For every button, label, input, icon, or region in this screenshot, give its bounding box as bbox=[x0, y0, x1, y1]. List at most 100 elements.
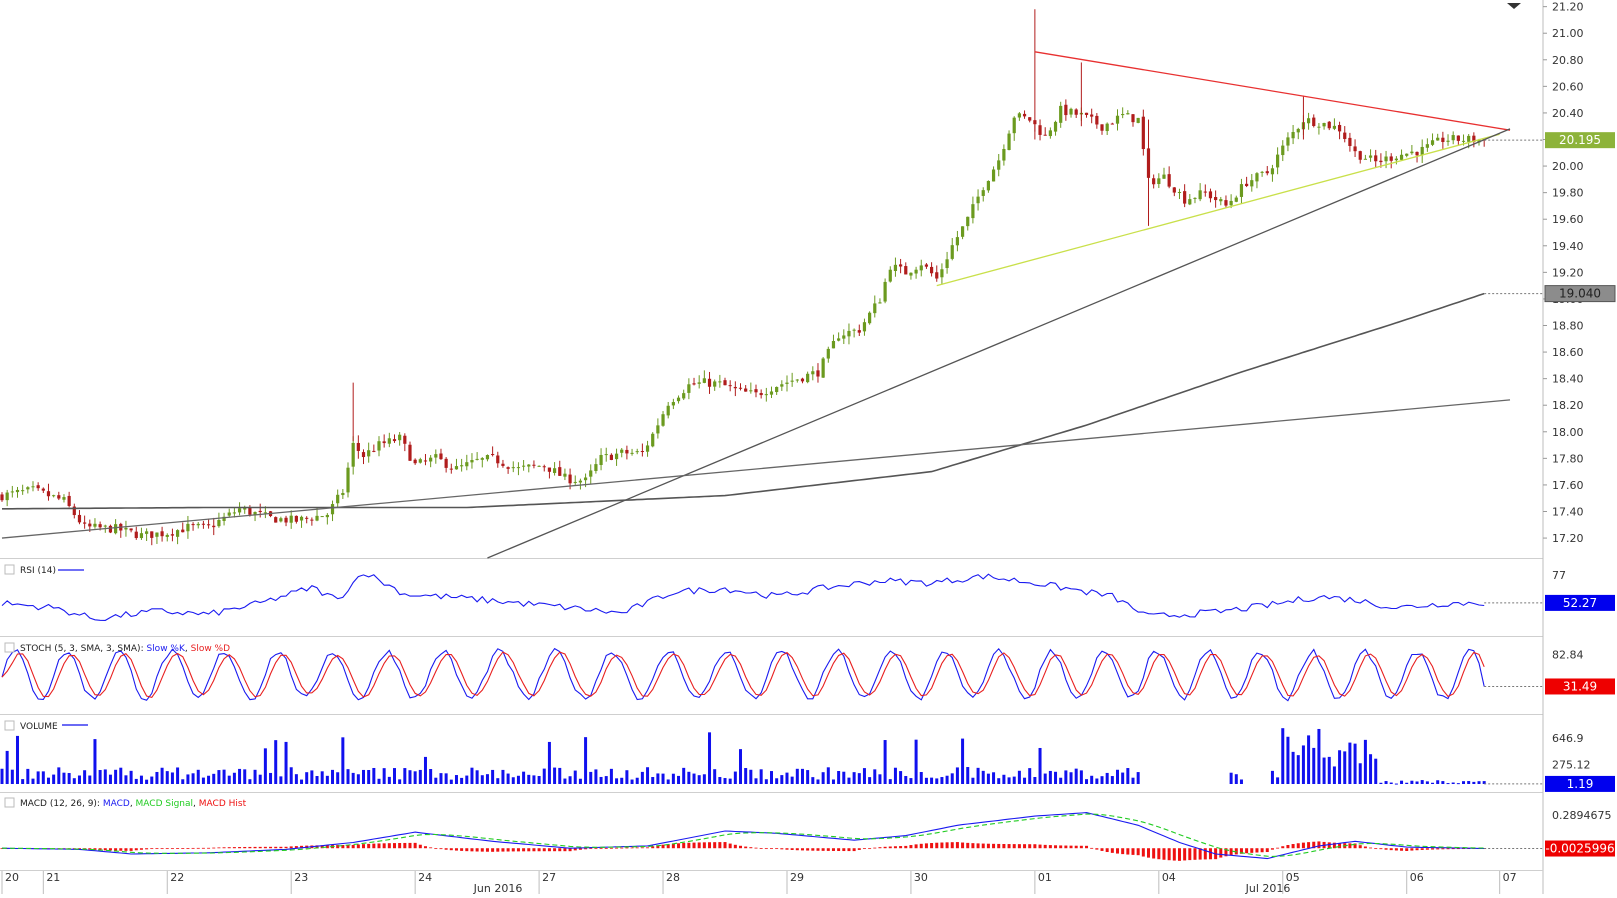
macd-hist-bar bbox=[640, 847, 644, 849]
candle-body bbox=[485, 455, 490, 460]
candle-body bbox=[682, 393, 686, 399]
macd-hist-bar bbox=[594, 848, 598, 850]
macd-hist-bar bbox=[341, 844, 345, 849]
macd-hist-bar bbox=[1441, 848, 1445, 850]
macd-hist-bar bbox=[635, 847, 639, 849]
macd-title: MACD (12, 26, 9): MACD, MACD Signal, MAC… bbox=[20, 799, 247, 809]
candle-body bbox=[883, 281, 887, 302]
candle-body bbox=[108, 525, 113, 533]
candle-body bbox=[1291, 132, 1295, 139]
pane-title-volume: VOLUME bbox=[4, 720, 88, 732]
macd-hist-bar bbox=[924, 843, 928, 849]
volume-bar bbox=[930, 777, 934, 784]
volume-bar bbox=[785, 772, 789, 784]
volume-bar bbox=[976, 767, 980, 784]
macd-hist-bar bbox=[718, 842, 722, 849]
macd-hist-bar bbox=[176, 848, 180, 849]
volume-bar bbox=[387, 776, 391, 784]
macd-hist-bar bbox=[1146, 848, 1150, 858]
candle-body bbox=[1084, 112, 1089, 115]
macd-hist-bar bbox=[392, 843, 396, 849]
candle-body bbox=[52, 495, 56, 497]
candle-body bbox=[811, 371, 815, 375]
volume-bar bbox=[578, 778, 582, 784]
volume-bar bbox=[284, 741, 288, 784]
stoch-tick-label: 82.84 bbox=[1552, 649, 1584, 662]
macd-hist-bar bbox=[1141, 848, 1145, 857]
price-tick-label: 20.80 bbox=[1552, 54, 1584, 67]
macd-hist-bar bbox=[496, 848, 500, 852]
volume-bar bbox=[460, 777, 464, 784]
candle-body bbox=[697, 382, 701, 384]
macd-hist-bar bbox=[811, 848, 815, 851]
pane-toggle-macd[interactable] bbox=[4, 797, 15, 808]
macd-hist-bar bbox=[1131, 848, 1135, 855]
price-tick-label: 19.80 bbox=[1552, 187, 1584, 200]
candle-body bbox=[289, 515, 293, 523]
macd-hist-bar bbox=[134, 848, 138, 851]
volume-bar bbox=[1038, 747, 1042, 784]
volume-bar bbox=[139, 775, 143, 784]
macd-hist-bar bbox=[196, 847, 200, 849]
volume-bar bbox=[940, 777, 944, 784]
volume-bar bbox=[398, 779, 402, 784]
macd-hist-bar bbox=[821, 848, 825, 851]
macd-hist-bar bbox=[899, 846, 903, 849]
candle-body bbox=[21, 490, 25, 492]
macd-hist-bar bbox=[485, 848, 489, 852]
volume-bar bbox=[496, 778, 500, 784]
volume-bar bbox=[646, 767, 650, 784]
macd-hist-bar bbox=[878, 847, 882, 849]
candle-body bbox=[1415, 151, 1419, 156]
candle-body bbox=[372, 450, 376, 452]
macd-hist-bar bbox=[935, 842, 939, 849]
macd-hist-bar bbox=[986, 843, 990, 849]
candle-body bbox=[914, 269, 918, 274]
candle-body bbox=[625, 449, 629, 454]
volume-bar bbox=[1286, 736, 1290, 784]
candle-body bbox=[1203, 191, 1207, 193]
macd-hist-bar bbox=[1219, 848, 1223, 858]
candle-body bbox=[955, 237, 960, 246]
volume-bar bbox=[599, 776, 603, 784]
volume-bar bbox=[305, 772, 309, 784]
volume-bar bbox=[604, 776, 608, 784]
pane-toggle-rsi[interactable] bbox=[4, 564, 15, 575]
candle-body bbox=[377, 441, 381, 451]
pane-toggle-volume[interactable] bbox=[4, 720, 15, 731]
candle-body bbox=[243, 508, 247, 510]
volume-bar bbox=[62, 772, 66, 784]
volume-bar bbox=[155, 771, 159, 784]
volume-bar bbox=[1069, 772, 1073, 784]
volume-bar bbox=[320, 771, 324, 784]
volume-bar bbox=[795, 768, 799, 784]
candle-body bbox=[620, 449, 624, 453]
chart-menu-icon[interactable] bbox=[1507, 3, 1521, 9]
candle-body bbox=[1152, 178, 1156, 185]
macd-hist-bar bbox=[904, 845, 908, 849]
macd-hist-bar bbox=[573, 848, 577, 851]
macd-hist-bar bbox=[1229, 848, 1233, 856]
candle-body bbox=[1229, 200, 1233, 206]
x-day-label: 06 bbox=[1410, 871, 1424, 884]
volume-bar bbox=[46, 777, 50, 784]
candle-body bbox=[1389, 156, 1393, 161]
macd-hist-bar bbox=[1177, 848, 1181, 861]
rsi-last-badge-label: 52.27 bbox=[1563, 596, 1597, 610]
volume-bar bbox=[248, 779, 252, 784]
macd-hist-bar bbox=[1379, 848, 1383, 850]
volume-bar bbox=[635, 777, 639, 784]
volume-bar bbox=[367, 769, 371, 784]
last-price-badge bbox=[1545, 132, 1615, 149]
macd-hist-bar bbox=[769, 848, 773, 850]
macd-hist-bar bbox=[749, 847, 753, 849]
volume-bar bbox=[1379, 782, 1383, 784]
last-price-label: 20.195 bbox=[1559, 133, 1601, 147]
macd-hist-bar bbox=[739, 845, 743, 849]
pane-toggle-stoch[interactable] bbox=[4, 642, 15, 653]
macd-hist-bar bbox=[1400, 848, 1404, 851]
macd-hist-bar bbox=[1255, 848, 1259, 853]
macd-hist-bar bbox=[1188, 848, 1192, 861]
macd-hist-bar bbox=[248, 846, 252, 849]
